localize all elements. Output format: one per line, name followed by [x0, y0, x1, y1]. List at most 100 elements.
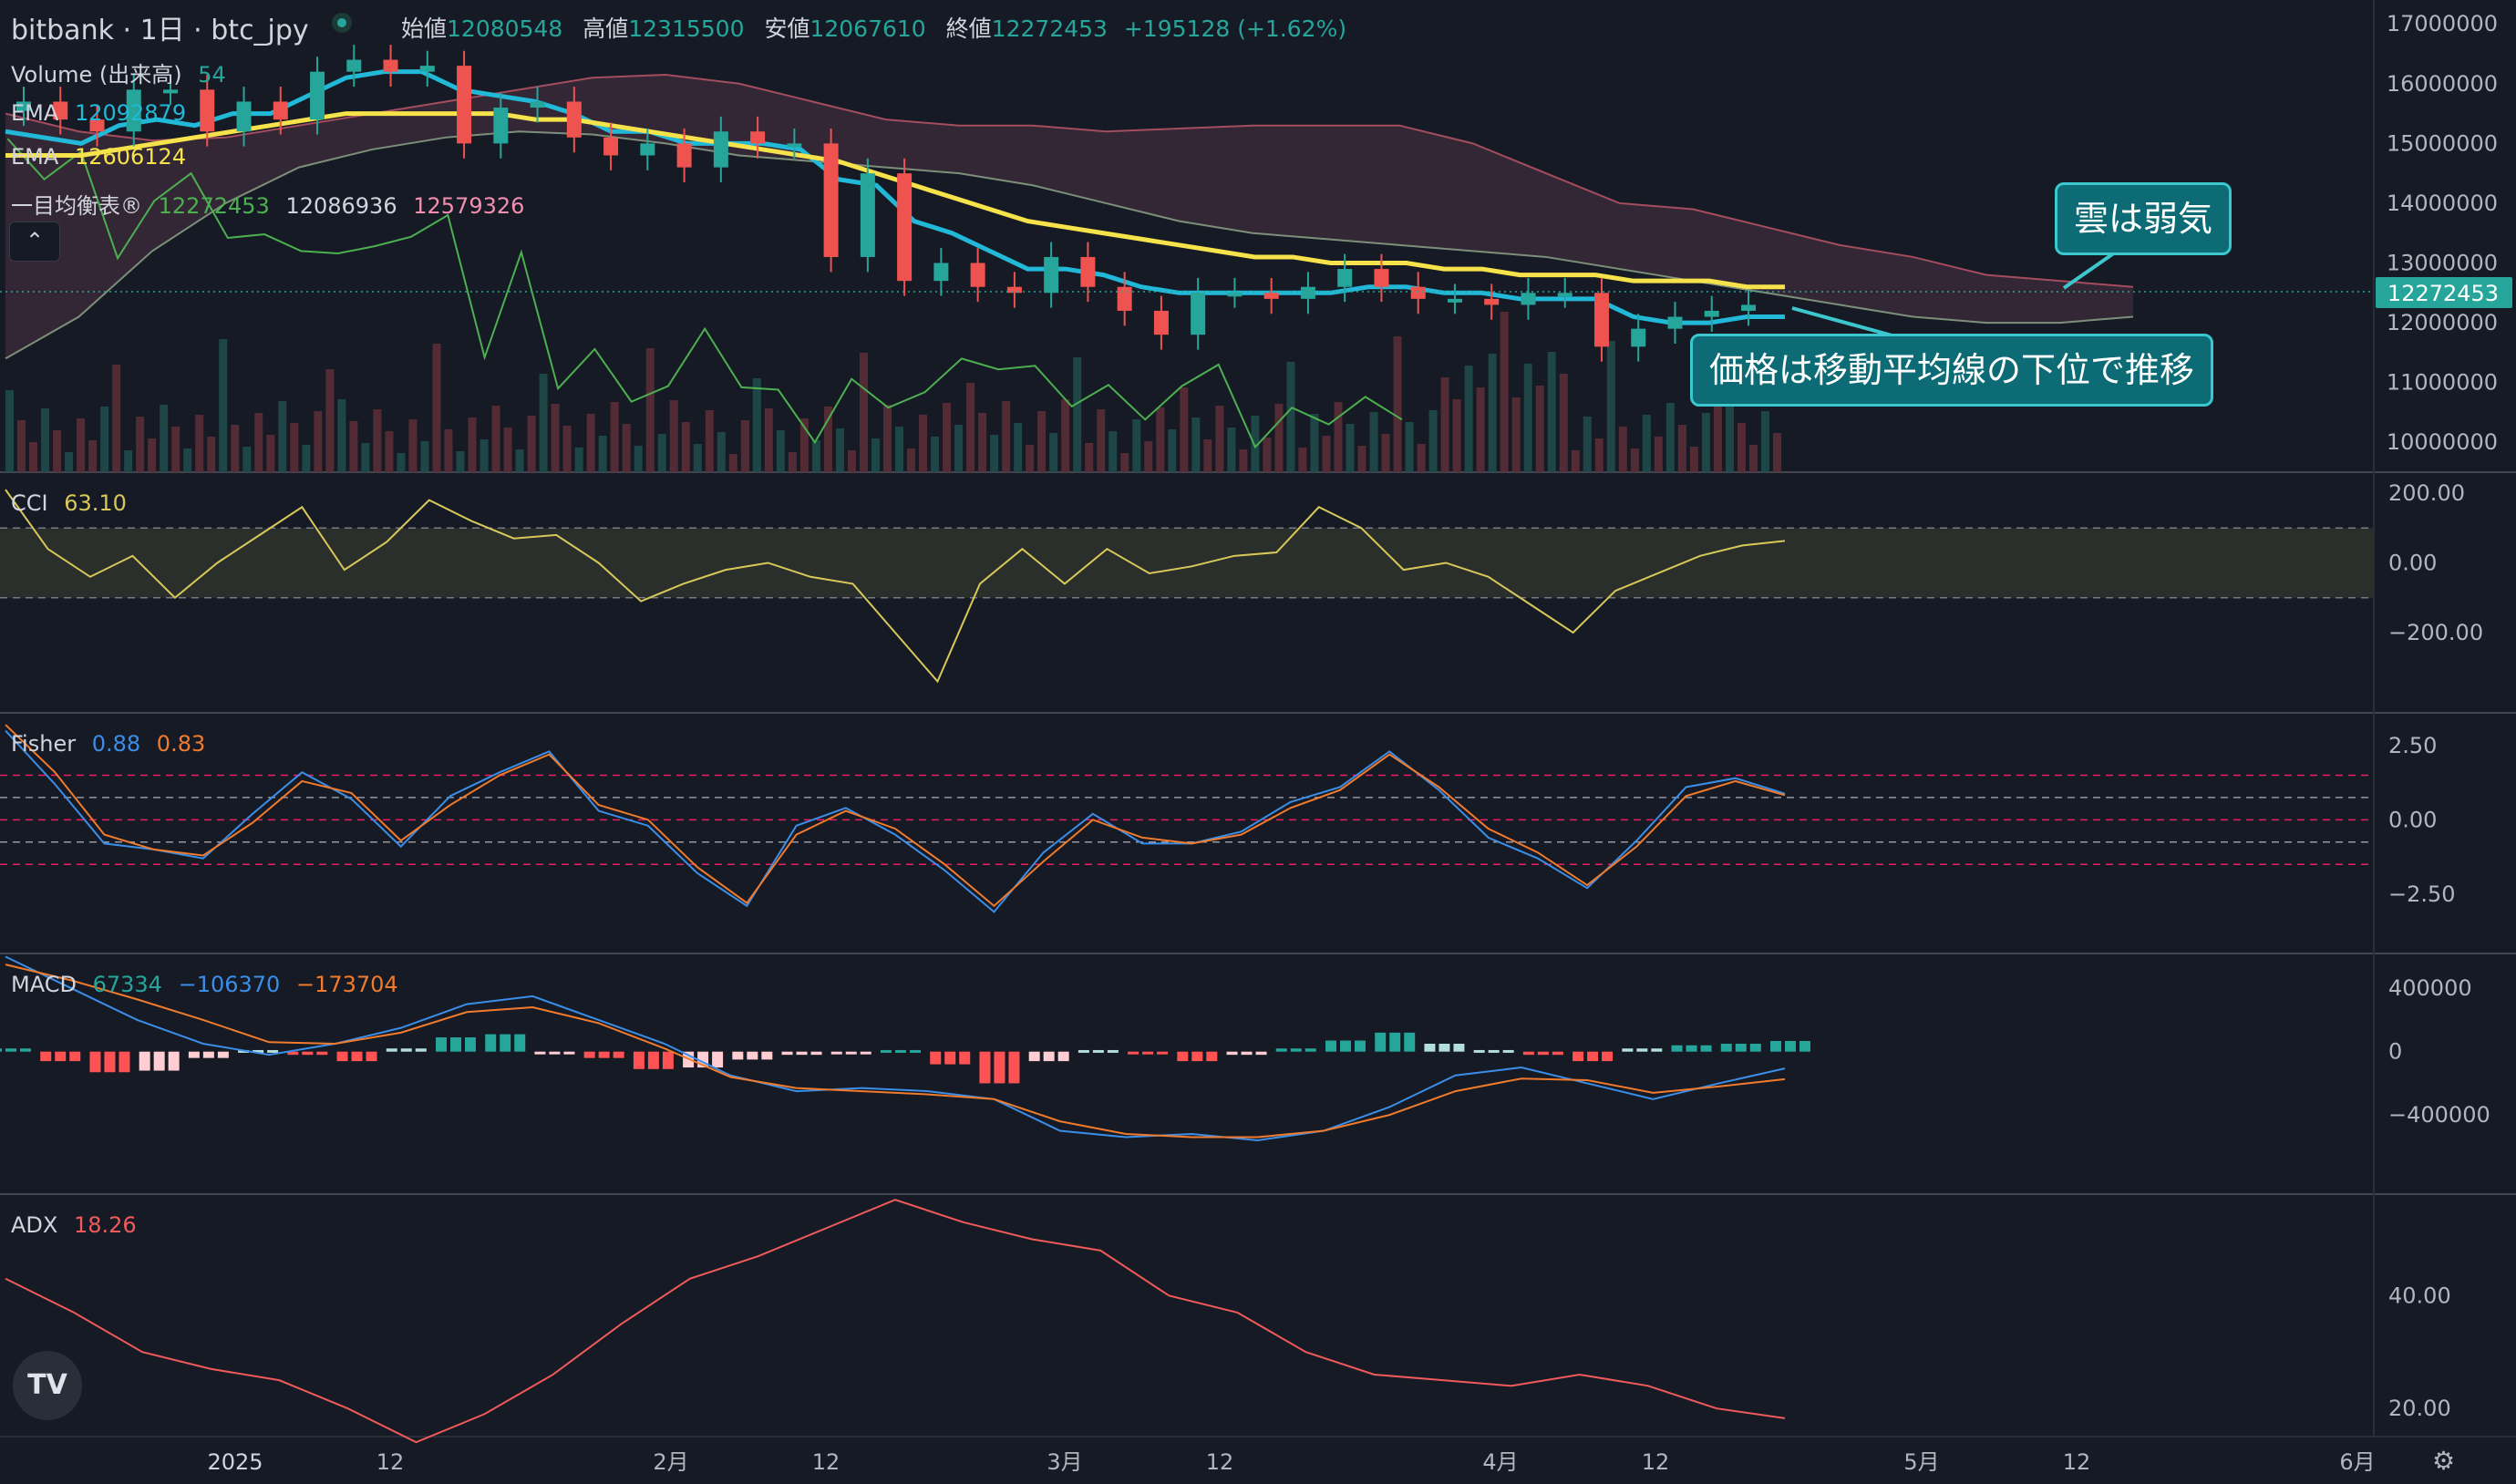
- candle-body: [1631, 328, 1646, 347]
- macd-histogram-bar: [534, 1051, 546, 1055]
- volume-bar: [207, 437, 216, 472]
- callout-cloud: 雲は弱気: [2055, 182, 2232, 255]
- volume-bar: [1725, 401, 1734, 472]
- macd-histogram-bar: [1157, 1051, 1169, 1055]
- volume-bar: [1571, 450, 1580, 472]
- macd-histogram-bar: [1375, 1032, 1387, 1052]
- volume-bar: [1523, 364, 1532, 472]
- price-tick-label: 12000000: [2387, 310, 2498, 335]
- collapse-legend-button[interactable]: ⌃: [9, 222, 60, 262]
- legend-ema-slow[interactable]: EMA 12606124: [11, 144, 186, 170]
- volume-bar: [562, 426, 572, 472]
- volume-bar: [895, 427, 903, 472]
- candle-body: [1741, 304, 1756, 311]
- volume-bar: [1535, 386, 1544, 472]
- change-value: +195128 (+1.62%): [1123, 15, 1347, 42]
- volume-bar: [1559, 374, 1568, 472]
- volume-bars: [5, 312, 1781, 472]
- volume-bar: [1298, 448, 1307, 472]
- volume-bar: [919, 415, 928, 472]
- macd-histogram-bar: [1275, 1048, 1287, 1052]
- volume-bar: [1263, 438, 1272, 472]
- volume-bar: [1002, 401, 1011, 472]
- volume-bar: [539, 374, 548, 472]
- candle-body: [89, 119, 105, 132]
- volume-bar: [871, 438, 880, 472]
- volume-bar: [1393, 336, 1402, 472]
- volume-bar: [610, 402, 619, 472]
- indicator-series: [0, 489, 1810, 1444]
- tradingview-logo-icon[interactable]: TV: [13, 1351, 82, 1420]
- volume-bar: [1286, 362, 1295, 472]
- volume-bar: [598, 436, 607, 472]
- volume-bar: [990, 435, 999, 472]
- volume-bar: [53, 430, 62, 472]
- volume-bar: [811, 440, 820, 472]
- volume-bar: [1464, 366, 1473, 472]
- volume-bar: [551, 404, 560, 472]
- price-tick-label: 14000000: [2387, 191, 2498, 216]
- macd-histogram-bar: [1671, 1045, 1683, 1052]
- legend-volume[interactable]: Volume (出来高) 54: [11, 57, 226, 88]
- legend-macd[interactable]: MACD 67334 −106370 −173704: [11, 972, 398, 997]
- macd-histogram-bar: [188, 1051, 200, 1058]
- macd-histogram-bar: [514, 1034, 526, 1052]
- macd-histogram-bar: [20, 1048, 31, 1052]
- volume-bar: [752, 378, 761, 472]
- macd-histogram-bar: [1424, 1044, 1436, 1052]
- macd-histogram-bar: [1799, 1040, 1810, 1052]
- volume-bar: [717, 432, 726, 472]
- candle-body: [383, 59, 398, 72]
- adx-tick-label: 20.00: [2388, 1396, 2451, 1421]
- volume-bar: [1322, 436, 1331, 472]
- volume-bar: [302, 445, 311, 472]
- volume-bar: [1227, 428, 1236, 472]
- time-tick-label: 12: [1642, 1449, 1670, 1475]
- legend-fisher[interactable]: Fisher 0.88 0.83: [11, 731, 205, 757]
- gear-icon[interactable]: ⚙: [2432, 1446, 2456, 1476]
- fisher-line-1: [5, 724, 1786, 908]
- ohlc-readout: 始値12080548 高値12315500 安値12067610 終値12272…: [388, 11, 1346, 44]
- candle-body: [933, 263, 949, 282]
- macd-histogram-bar: [1502, 1049, 1514, 1053]
- candle-body: [1667, 316, 1683, 329]
- volume-bar: [1642, 415, 1651, 472]
- legend-ema-fast[interactable]: EMA 12092879: [11, 100, 186, 126]
- volume-bar: [1428, 410, 1438, 472]
- cloud-span-b: [5, 130, 2134, 360]
- callout-price: 価格は移動平均線の下位で推移: [1690, 334, 2214, 407]
- volume-bar: [491, 406, 500, 472]
- macd-histogram-bar: [647, 1051, 659, 1069]
- legend-adx[interactable]: ADX 18.26: [11, 1212, 137, 1238]
- macd-histogram-bar: [845, 1051, 857, 1055]
- macd-histogram-bar: [1092, 1049, 1104, 1053]
- volume-bar: [1630, 448, 1639, 472]
- time-tick-label: 12: [376, 1449, 405, 1475]
- current-price-label: 12272453: [2387, 281, 2499, 306]
- macd-histogram-bar: [1226, 1051, 1238, 1056]
- volume-bar: [41, 408, 50, 472]
- adx-line: [5, 1199, 1786, 1444]
- volume-bar: [1405, 422, 1414, 472]
- macd-histogram-bar: [336, 1051, 348, 1062]
- candle-body: [897, 173, 913, 282]
- legend-cci[interactable]: CCI 63.10: [11, 490, 127, 516]
- price-tick-label: 17000000: [2387, 11, 2498, 36]
- time-tick-label: 3月: [1047, 1449, 1082, 1475]
- macd-histogram-bar: [761, 1051, 773, 1060]
- legend-volume-name: Volume (出来高): [11, 62, 182, 88]
- volume-bar: [966, 383, 975, 472]
- macd-histogram-bar: [1340, 1040, 1351, 1052]
- market-status-icon[interactable]: [332, 13, 352, 33]
- cloud-fill: [5, 74, 2133, 359]
- volume-bar: [574, 448, 583, 472]
- macd-histogram-bar: [287, 1051, 299, 1056]
- volume-bar: [1144, 441, 1153, 472]
- macd-histogram-bar: [979, 1051, 991, 1084]
- volume-bar: [1689, 447, 1698, 472]
- volume-bar: [776, 430, 785, 472]
- legend-ichimoku[interactable]: 一目均衡表® 12272453 12086936 12579326: [11, 188, 524, 220]
- candle-body: [1191, 293, 1206, 335]
- chart-title[interactable]: bitbank · 1日 · btc_jpy: [11, 15, 309, 46]
- macd-histogram-bar: [5, 1048, 16, 1052]
